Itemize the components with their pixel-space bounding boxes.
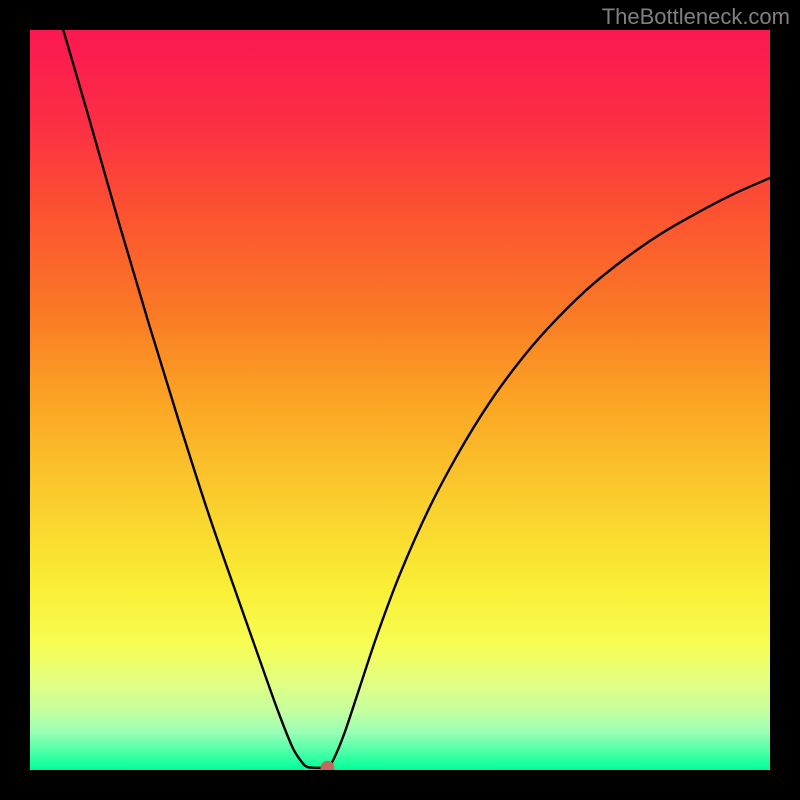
- gradient-background: [30, 30, 770, 770]
- minimum-marker: [321, 761, 334, 770]
- watermark-text: TheBottleneck.com: [602, 4, 790, 30]
- plot-area: [30, 30, 770, 770]
- chart-container: TheBottleneck.com: [0, 0, 800, 800]
- bottleneck-chart: [30, 30, 770, 770]
